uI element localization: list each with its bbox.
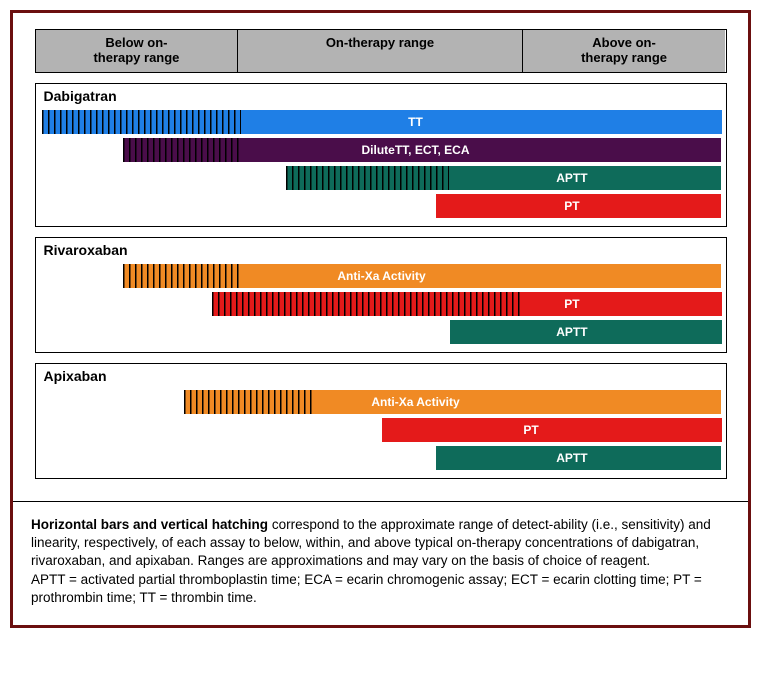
assay-bar-row: PT [42,194,720,218]
hatch-overlay [184,390,313,414]
panel-title: Apixaban [36,364,726,390]
legend-box: Horizontal bars and vertical hatching co… [13,501,748,625]
column-header: On-therapy range [238,30,522,72]
hatch-overlay [123,264,241,288]
drug-panel: ApixabanAnti-Xa Activity PT APTT [35,363,727,479]
column-header: Below on-therapy range [36,30,239,72]
assay-bar [382,418,722,442]
assay-bar-row: PT [42,418,720,442]
assay-bar [436,446,722,470]
column-headers: Below on-therapy rangeOn-therapy rangeAb… [35,29,727,73]
panel-title: Rivaroxaban [36,238,726,264]
panel-title: Dabigatran [36,84,726,110]
assay-bar-row: APTT [42,166,720,190]
hatch-overlay [123,138,241,162]
assay-bar-row: TT [42,110,720,134]
assay-bar-row: DiluteTT, ECT, ECA [42,138,720,162]
legend-lead: Horizontal bars and vertical hatching [31,517,268,532]
drug-panel: DabigatranTT DiluteTT, ECT, ECA APTT PT [35,83,727,227]
legend-paragraph-1: Horizontal bars and vertical hatching co… [31,516,730,571]
panels-container: DabigatranTTDiluteTT, ECT, ECAAPTTPTRiva… [29,83,732,479]
figure-frame: Below on-therapy rangeOn-therapy rangeAb… [10,10,751,628]
chart-area: Below on-therapy rangeOn-therapy rangeAb… [13,13,748,501]
assay-bar-row: APTT [42,446,720,470]
column-header: Above on-therapy range [523,30,726,72]
assay-bar-row: APTT [42,320,720,344]
assay-bar [450,320,722,344]
hatch-overlay [42,110,242,134]
assay-bar-row: PT [42,292,720,316]
hatch-overlay [212,292,522,316]
assay-bar-row: Anti-Xa Activity [42,390,720,414]
drug-panel: RivaroxabanAnti-Xa Activity PT APTT [35,237,727,353]
hatch-overlay [286,166,449,190]
legend-paragraph-2: APTT = activated partial thromboplastin … [31,571,730,607]
assay-bar-row: Anti-Xa Activity [42,264,720,288]
assay-bar [436,194,722,218]
